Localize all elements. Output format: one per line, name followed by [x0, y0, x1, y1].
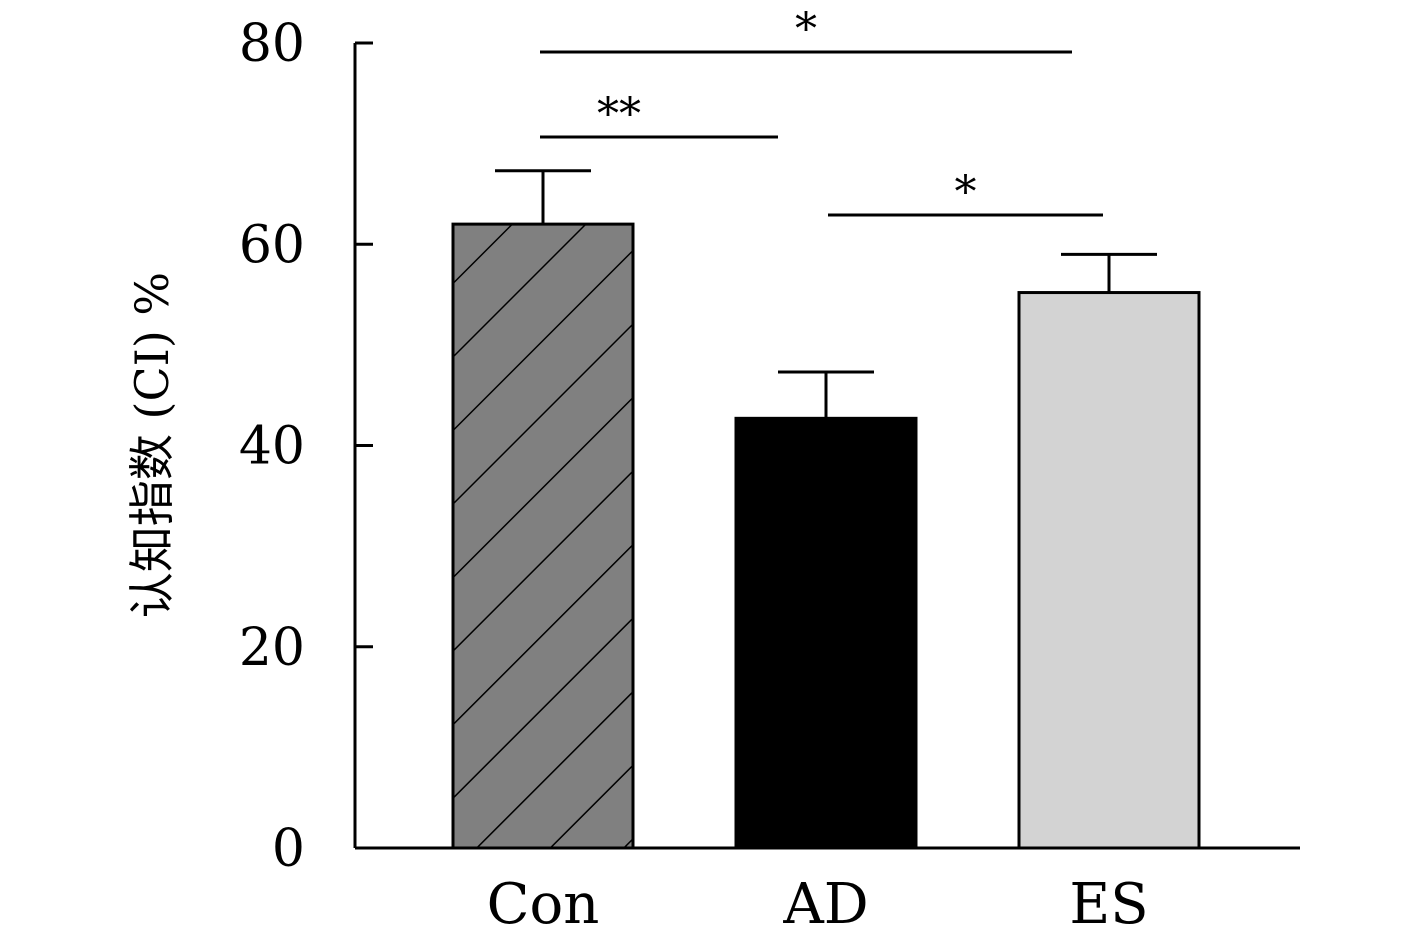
y-tick-label: 40 [239, 417, 305, 477]
bar-es [1017, 291, 1201, 850]
bars-layer [451, 169, 1201, 850]
significance-label: ** [597, 89, 641, 140]
y-tick-label: 60 [239, 215, 305, 275]
significance-layer: **** [540, 4, 1103, 218]
bar-ad [734, 416, 918, 850]
y-tick-label: 80 [239, 14, 305, 74]
x-tick-label: AD [782, 872, 868, 937]
y-tick-label: 20 [239, 618, 305, 678]
significance-label: * [795, 4, 817, 55]
x-tick-label: ES [1069, 872, 1148, 937]
x-tick-label: Con [487, 872, 600, 937]
y-axis-label: 认知指数 (CI) % [125, 272, 179, 618]
y-tick-label: 0 [272, 819, 305, 879]
significance-label: * [955, 167, 977, 218]
bar-con [451, 222, 635, 850]
